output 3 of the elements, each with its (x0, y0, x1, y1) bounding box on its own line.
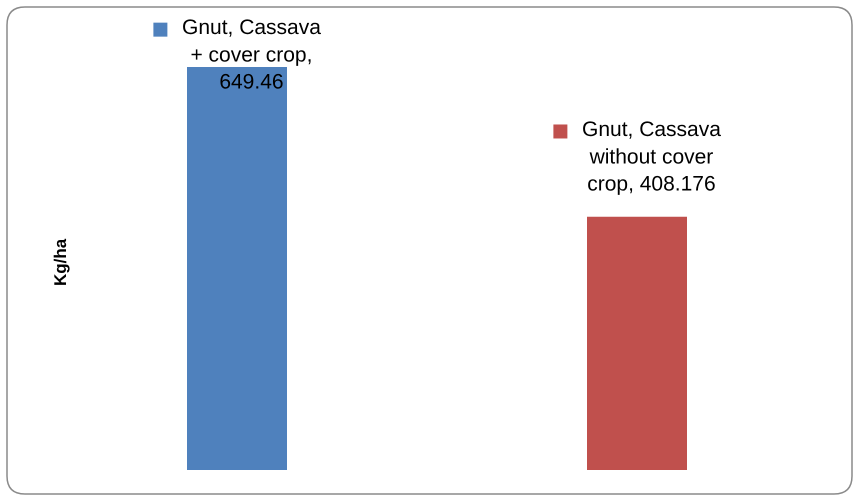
y-axis-title: Kg/ha (51, 238, 70, 286)
data-label: Gnut, Cassava without cover crop, 408.176 (582, 118, 722, 196)
data-label: Gnut, Cassava + cover crop, 649.46 (182, 16, 322, 94)
